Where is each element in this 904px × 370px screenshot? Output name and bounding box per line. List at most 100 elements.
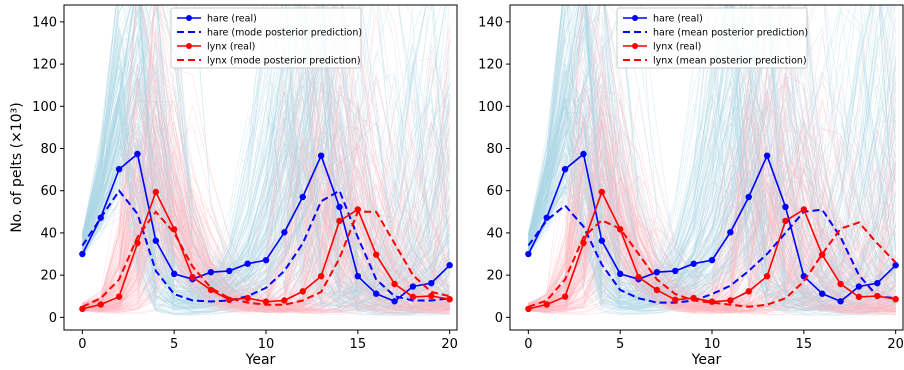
chart-panel-2: 0 5 10 15 20 0 20 40 60 80 100 120 140 Year hare (real… [478, 4, 904, 368]
sample-hare-line [82, 84, 451, 296]
data-point [207, 286, 215, 294]
sample-lynx-line [82, 179, 450, 315]
sample-hare-line [82, 5, 451, 299]
sample-hare-line [82, 5, 451, 305]
sample-lynx-line [528, 220, 896, 310]
sample-lynx-line [82, 5, 450, 313]
sample-hare-line [82, 97, 451, 305]
sample-lynx-line [528, 188, 896, 311]
sample-lynx-line [82, 207, 450, 309]
sample-lynx-line [528, 101, 896, 312]
sample-lynx-line [82, 213, 450, 311]
sample-lynx-line [82, 121, 450, 314]
sample-hare-line [82, 5, 451, 303]
sample-lynx-line [528, 229, 896, 312]
data-point [170, 270, 178, 278]
sample-lynx-line [82, 43, 451, 308]
sample-hare-line [528, 151, 896, 307]
sample-hare-line [82, 130, 451, 311]
sample-hare-line [82, 45, 450, 297]
sample-lynx-line [528, 129, 897, 308]
sample-hare-line [528, 106, 897, 311]
legend-label: lynx (mode posterior prediction) [207, 56, 361, 67]
sample-hare-line [528, 5, 897, 310]
legend-marker [632, 43, 638, 49]
sample-lynx-line [528, 126, 896, 312]
x-tick-label: 15 [796, 337, 813, 352]
sample-lynx-line [528, 182, 896, 310]
data-point [598, 188, 606, 196]
sample-hare-line [82, 74, 450, 316]
sample-lynx-line [82, 181, 450, 314]
sample-hare-line [528, 184, 896, 308]
sample-hare-line [82, 60, 451, 305]
data-point [446, 262, 453, 269]
sample-lynx-line [82, 194, 450, 314]
sample-hare-line [82, 71, 450, 300]
sample-lynx-line [528, 140, 896, 313]
sample-hare-line [82, 65, 451, 303]
sample-lynx-line [528, 167, 896, 310]
sample-hare-line [82, 125, 450, 312]
data-point [653, 286, 661, 294]
sample-hare-line [82, 5, 450, 287]
sample-hare-line [528, 5, 896, 270]
data-point [299, 193, 306, 201]
x-axis-label: Year [245, 352, 276, 368]
data-point [635, 274, 642, 281]
sample-hare-line [528, 5, 896, 307]
sample-lynx-line [82, 154, 450, 313]
y-tick-label: 120 [32, 58, 57, 73]
sample-lynx-line [82, 194, 450, 311]
sample-hare-line [82, 5, 450, 308]
legend-box [616, 7, 808, 69]
sample-hare-line [528, 162, 896, 308]
series-line-4 [81, 210, 450, 308]
sample-hare-line [82, 122, 450, 296]
sample-lynx-line [82, 5, 450, 314]
sample-hare-line [82, 15, 451, 288]
sample-lynx-line [82, 203, 450, 312]
sample-hare-line [82, 44, 450, 297]
sample-hare-line [528, 136, 897, 309]
legend: hare (real) hare (mean posterior predicti… [616, 7, 808, 69]
data-point [561, 293, 569, 300]
sample-lynx-line [528, 129, 897, 310]
sample-lynx-line [82, 58, 450, 310]
sample-hare-line [82, 53, 451, 312]
sample-hare-line [528, 5, 896, 316]
sample-hare-line [82, 8, 451, 306]
sample-hare-line [528, 128, 896, 304]
legend-label: lynx (real) [207, 42, 255, 53]
sample-lynx-line [82, 5, 450, 310]
sample-hare-line [528, 11, 897, 279]
sample-hare-line [82, 199, 450, 303]
sample-hare-line [82, 5, 450, 288]
sample-lynx-line [528, 229, 896, 311]
data-point [115, 165, 123, 173]
sample-lynx-line [82, 152, 450, 311]
sample-hare-line [82, 5, 451, 292]
data-point [782, 217, 789, 225]
x-tick-label: 0 [524, 337, 532, 352]
sample-lynx-line [82, 96, 450, 309]
sample-hare-line [82, 75, 451, 291]
sample-hare-line [528, 94, 897, 311]
sample-lynx-line [528, 190, 896, 310]
data-point [837, 298, 844, 305]
sample-hare-line [528, 104, 896, 314]
sample-hare-line [82, 59, 451, 299]
sample-hare-line [528, 5, 897, 314]
sample-hare-line [528, 26, 896, 299]
sample-hare-line [82, 154, 450, 311]
sample-hare-line [82, 86, 450, 274]
sample-lynx-line [82, 106, 450, 313]
data-point [336, 217, 343, 225]
sample-lynx-line [82, 72, 450, 314]
sample-hare-line [528, 120, 897, 295]
sample-hare-line [528, 174, 896, 310]
sample-lynx-line [82, 65, 451, 311]
sample-hare-line [528, 5, 897, 300]
sample-lynx-line [528, 215, 896, 314]
sample-lynx-line [528, 192, 896, 307]
